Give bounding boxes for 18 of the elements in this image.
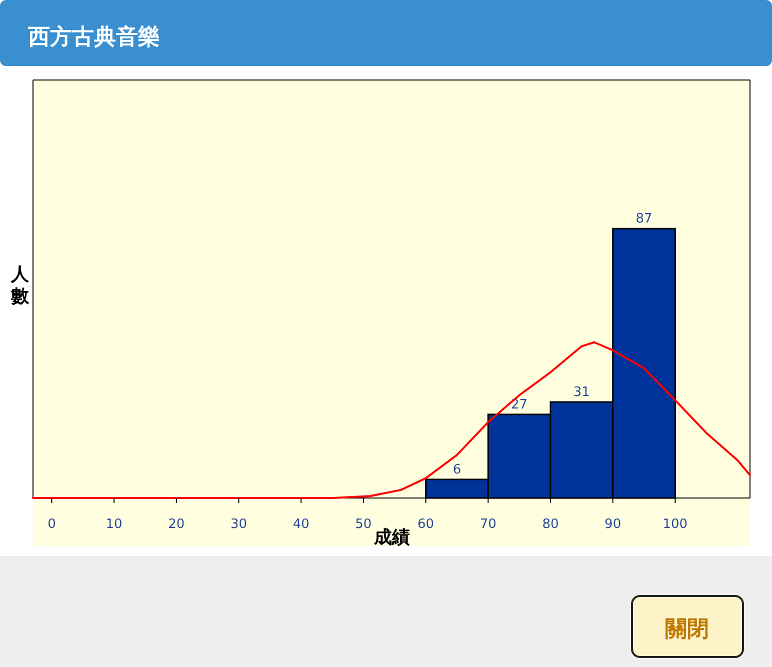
data-label: 87	[636, 212, 652, 227]
x-tick-label: 40	[292, 517, 310, 532]
x-tick-label: 90	[604, 517, 622, 532]
chart-title: 西方古典音樂	[27, 24, 160, 50]
x-tick-label: 0	[48, 517, 56, 532]
x-axis-title: 成績	[373, 527, 410, 548]
data-label: 6	[452, 462, 462, 478]
x-tick-label: 30	[230, 517, 248, 532]
x-tick-label: 100	[662, 517, 688, 532]
x-tick-label: 20	[168, 517, 185, 532]
x-tick-label: 80	[542, 517, 559, 532]
x-tick-label: 10	[106, 517, 122, 532]
x-tick-label: 50	[355, 517, 372, 532]
button: 關閉	[631, 595, 744, 658]
x-tick-label: 70	[480, 517, 496, 532]
y-axis-title: 人數	[10, 264, 30, 307]
x-tick-label: 60	[418, 517, 434, 532]
data-label: 31	[573, 385, 590, 400]
